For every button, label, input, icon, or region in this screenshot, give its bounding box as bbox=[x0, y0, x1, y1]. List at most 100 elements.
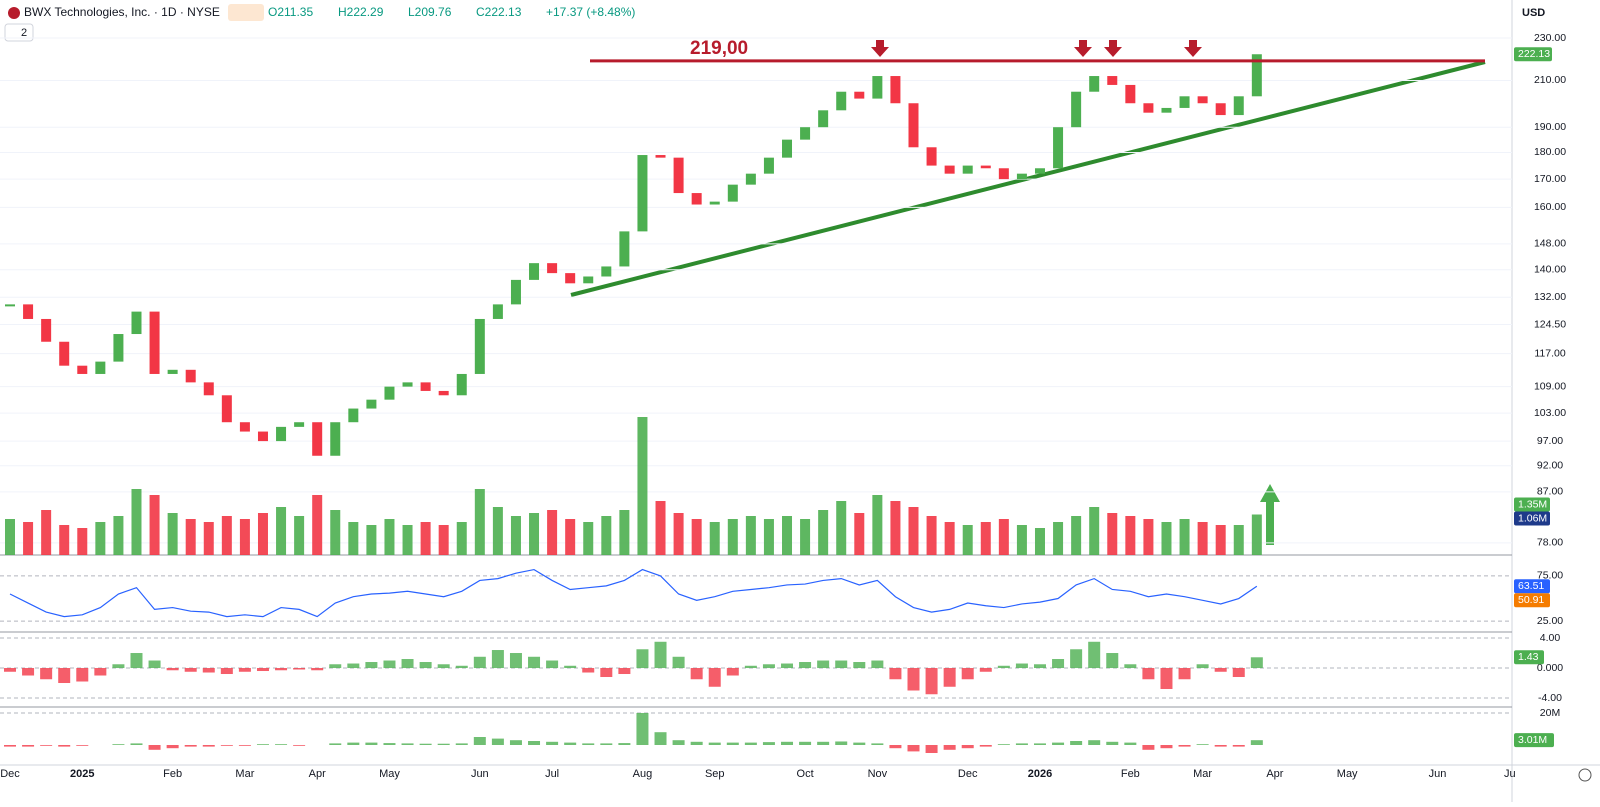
volume-bar bbox=[77, 528, 88, 555]
resistance-label: 219,00 bbox=[690, 38, 748, 59]
histogram-bar bbox=[817, 741, 830, 745]
volume-bar bbox=[384, 519, 395, 555]
candle bbox=[294, 422, 305, 427]
candle bbox=[637, 155, 648, 232]
down-arrow bbox=[1184, 40, 1202, 57]
histogram-bar bbox=[491, 650, 504, 669]
histogram-bar bbox=[1160, 745, 1173, 749]
down-arrow bbox=[871, 40, 889, 57]
ohlc-low: L209.76 bbox=[408, 5, 452, 19]
histogram-bar bbox=[491, 738, 504, 745]
volume-bar bbox=[1179, 519, 1190, 555]
candle bbox=[474, 318, 485, 374]
volume-bar bbox=[1034, 528, 1045, 555]
y-tick-label: 190.00 bbox=[1534, 121, 1566, 133]
histogram-bar bbox=[184, 668, 197, 672]
candle bbox=[149, 311, 160, 374]
histogram-bar bbox=[672, 740, 685, 745]
candle bbox=[77, 365, 88, 374]
currency[interactable]: USD bbox=[1522, 7, 1545, 19]
histogram-bar bbox=[4, 668, 16, 672]
histogram-bar bbox=[22, 745, 35, 747]
histogram-bar bbox=[853, 662, 866, 669]
volume-bar bbox=[1215, 525, 1226, 555]
candle bbox=[782, 139, 793, 158]
histogram-bar bbox=[835, 660, 848, 669]
histogram-bar bbox=[546, 741, 559, 745]
volume-bar bbox=[962, 525, 973, 555]
histogram-bar bbox=[238, 745, 251, 746]
histogram-bar bbox=[184, 745, 197, 747]
histogram-bar bbox=[690, 668, 703, 680]
histogram-bar bbox=[256, 744, 269, 745]
candle bbox=[1125, 84, 1136, 104]
y-tick-label: 140.00 bbox=[1534, 264, 1566, 276]
candle bbox=[456, 373, 467, 396]
y-tick-label: 75.00 bbox=[1537, 570, 1563, 582]
histogram-bar bbox=[1214, 745, 1227, 747]
indicator-toggle[interactable] bbox=[4, 23, 34, 42]
histogram-bar bbox=[1015, 663, 1028, 669]
histogram-bar bbox=[455, 743, 468, 745]
histogram-bar bbox=[238, 668, 251, 672]
histogram-bar bbox=[166, 668, 179, 671]
candle bbox=[619, 231, 630, 267]
y-tick-label: 92.00 bbox=[1537, 460, 1563, 472]
y-tick-label: 25.00 bbox=[1537, 615, 1563, 627]
histogram-bar bbox=[961, 745, 974, 749]
indicator-count[interactable]: 2 bbox=[21, 27, 27, 39]
candle bbox=[727, 184, 738, 202]
candle bbox=[95, 361, 106, 374]
histogram-bar bbox=[347, 742, 360, 745]
candle bbox=[384, 386, 395, 400]
histogram-bar bbox=[1106, 741, 1119, 745]
volume-bar bbox=[149, 495, 160, 555]
histogram-bar bbox=[112, 664, 125, 669]
histogram-bar bbox=[943, 668, 956, 687]
volume-bar bbox=[41, 510, 52, 555]
x-tick-label: Feb bbox=[163, 768, 182, 780]
histogram-bar bbox=[329, 743, 342, 745]
histogram-bar bbox=[76, 745, 89, 746]
histogram-bar bbox=[564, 742, 577, 745]
candle bbox=[890, 76, 901, 104]
candle bbox=[1215, 103, 1226, 116]
volume-bar bbox=[402, 525, 413, 555]
x-tick-label: Dec bbox=[0, 768, 20, 780]
x-tick-label: 2025 bbox=[70, 768, 94, 780]
histogram-bar bbox=[907, 668, 920, 691]
candle bbox=[836, 91, 847, 111]
price-badge bbox=[1514, 733, 1554, 748]
histogram-bar bbox=[365, 742, 378, 745]
symbol-title: BWX Technologies, Inc. · 1D · NYSE bbox=[24, 5, 220, 19]
volume-bar bbox=[131, 489, 142, 555]
candle bbox=[402, 382, 413, 387]
candle bbox=[1053, 127, 1064, 169]
histogram-bar bbox=[997, 744, 1010, 745]
volume-bar bbox=[167, 513, 178, 555]
histogram-bar bbox=[419, 743, 432, 745]
badge-label: 222.13 bbox=[1518, 48, 1550, 60]
y-tick-label: 117.00 bbox=[1534, 347, 1565, 359]
y-tick-label: 170.00 bbox=[1534, 173, 1566, 185]
y-tick-label: 132.00 bbox=[1534, 291, 1566, 303]
volume-bar bbox=[95, 522, 106, 555]
volume-bar bbox=[727, 519, 738, 555]
volume-bar bbox=[565, 519, 576, 555]
histogram-bar bbox=[1070, 649, 1083, 669]
candle bbox=[1071, 91, 1082, 128]
ohlc-change: +17.37 (+8.48%) bbox=[546, 5, 635, 19]
histogram-bar bbox=[1178, 668, 1191, 680]
histogram-bar bbox=[636, 649, 649, 669]
histogram-bar bbox=[925, 668, 938, 695]
histogram-bar bbox=[220, 745, 233, 746]
volume-bar bbox=[420, 522, 431, 555]
histogram-bar bbox=[528, 656, 541, 669]
volume-bar bbox=[944, 522, 955, 555]
histogram-bar bbox=[455, 665, 468, 669]
arrows bbox=[871, 40, 1202, 57]
candle bbox=[1197, 96, 1208, 104]
y-tick-label: -4.00 bbox=[1538, 692, 1562, 704]
settings-icon[interactable] bbox=[1578, 768, 1592, 782]
candle bbox=[601, 266, 612, 277]
